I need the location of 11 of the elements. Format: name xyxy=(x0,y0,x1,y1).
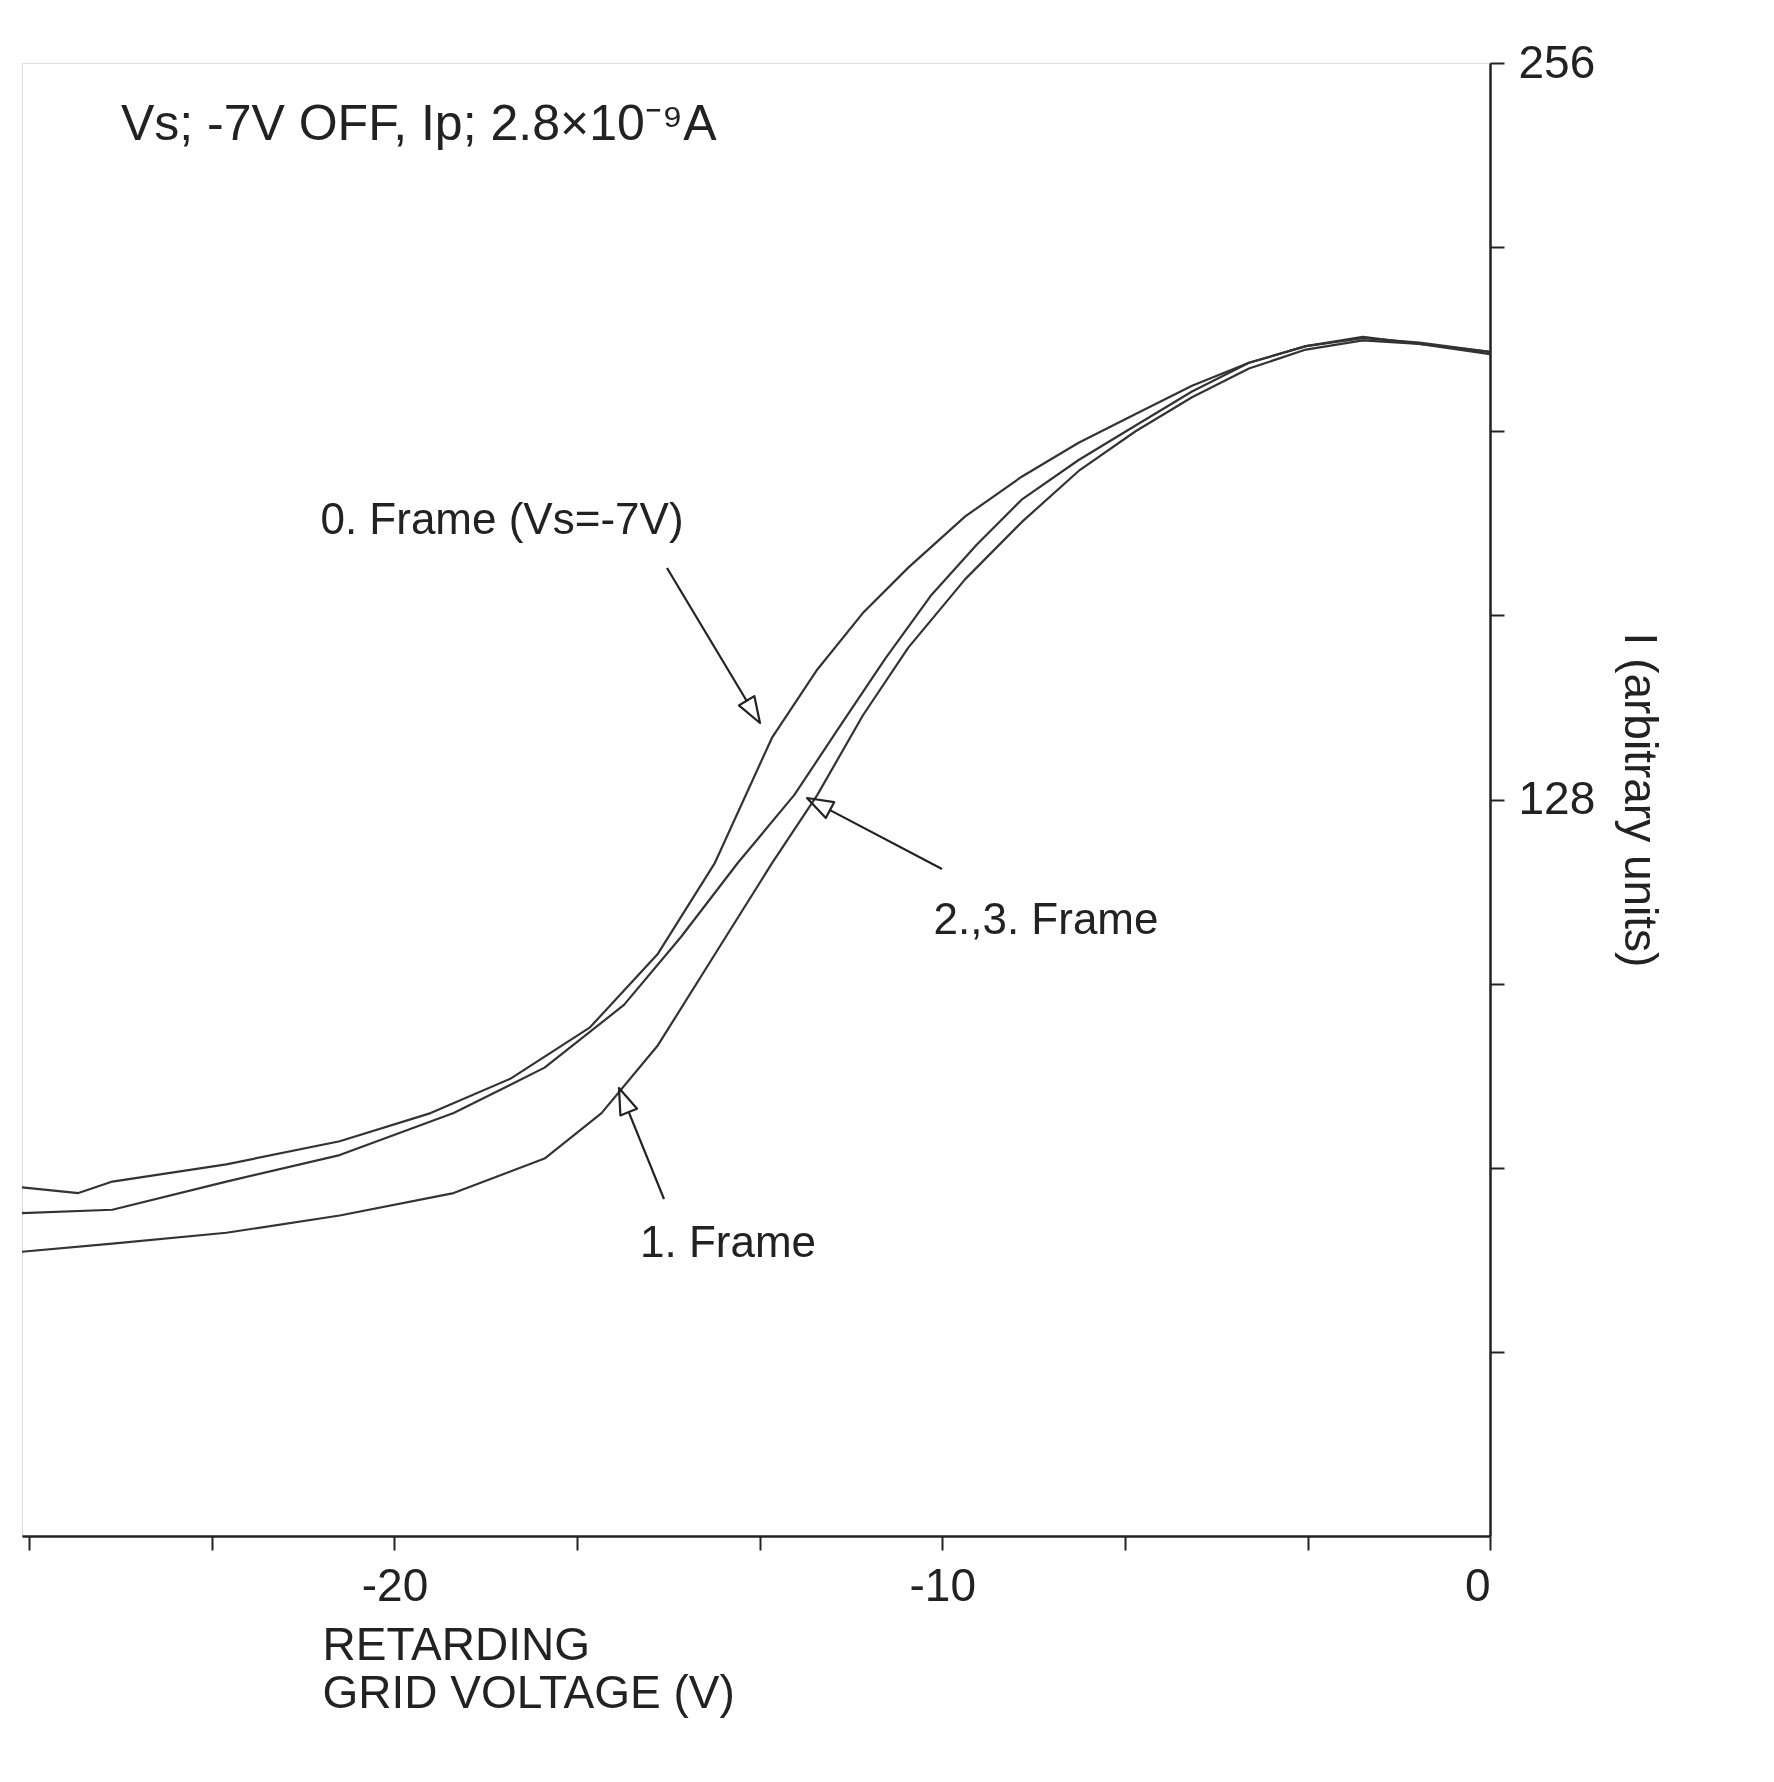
x-tick-label: 0 xyxy=(1464,1558,1491,1611)
x-axis-title: RETARDING GRID VOLTAGE (V) xyxy=(322,1617,735,1718)
text: Vs; -7V OFF, Ip; 2.8×10⁻⁹A xyxy=(120,95,718,151)
annotation: 1. Frame xyxy=(639,1217,817,1266)
annotation: 0. Frame (Vs=-7V) xyxy=(320,494,684,543)
x-tick-label: -10 xyxy=(909,1558,976,1611)
y-tick-label: 128 xyxy=(1518,772,1596,824)
y-axis-title: I (arbitrary units) xyxy=(1615,632,1668,968)
x-tick-label: -20 xyxy=(361,1558,429,1611)
annotation: 2.,3. Frame xyxy=(933,894,1159,943)
y-tick-label: 256 xyxy=(1518,35,1596,88)
